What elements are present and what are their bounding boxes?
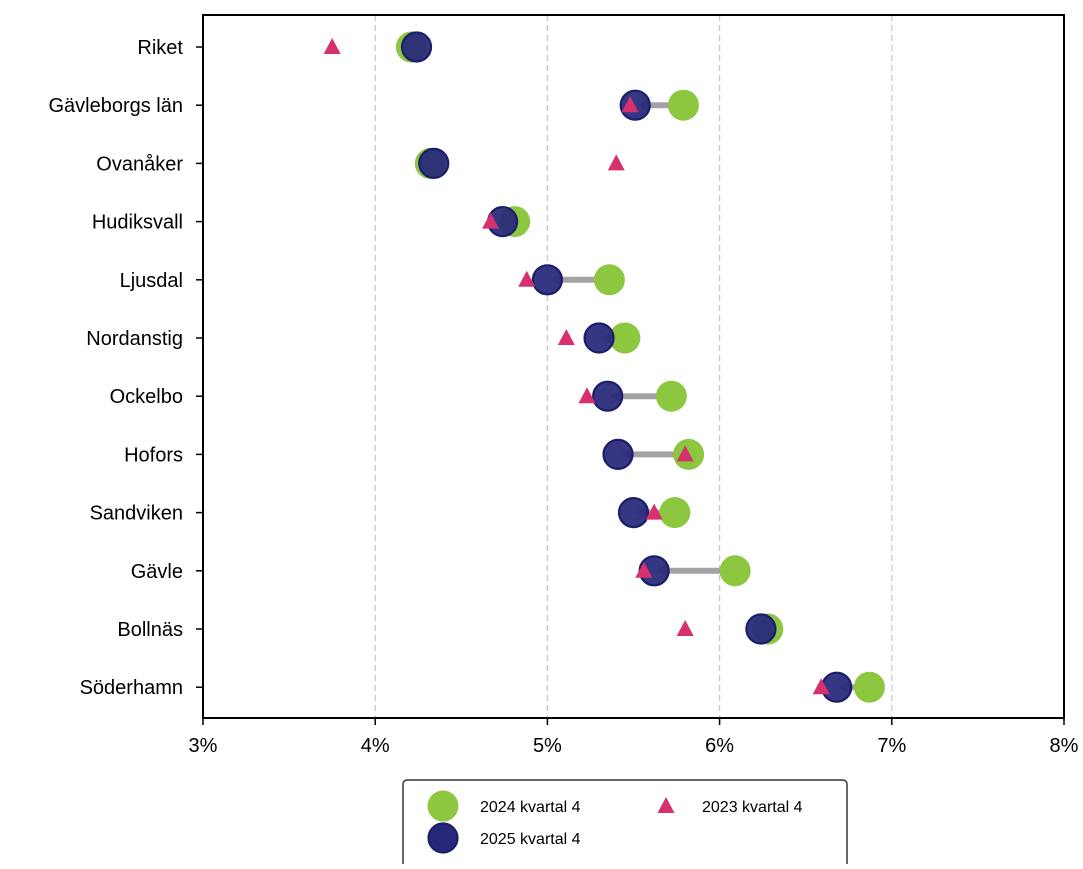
point-2024-kvartal-4 [719,555,751,587]
point-2025-kvartal-4 [745,613,777,645]
x-tick-label: 6% [705,735,734,757]
marker-layer [323,31,885,703]
legend-label-2025-kvartal-4: 2025 kvartal 4 [480,831,581,848]
arrow-layer [402,40,870,695]
x-tick-label: 3% [189,735,218,757]
point-2025-kvartal-4 [619,89,651,121]
point-2024-kvartal-4 [667,89,699,121]
point-2023-kvartal-4 [323,38,341,54]
y-tick-label: Ljusdal [120,270,183,292]
point-2023-kvartal-4 [635,561,653,578]
point-2023-kvartal-4 [482,212,500,229]
point-2024-kvartal-4 [655,380,687,412]
x-tick-label: 7% [877,735,906,757]
y-tick-label: Hudiksvall [92,212,183,234]
legend-marker-2025-kvartal-4 [427,822,459,854]
point-2023-kvartal-4 [676,620,694,636]
point-2023-kvartal-4 [676,445,694,462]
point-2025-kvartal-4 [418,147,450,179]
y-tick-label: Nordanstig [86,328,183,350]
point-2024-kvartal-4 [659,497,691,529]
point-2025-kvartal-4 [400,31,433,63]
y-tick-label: Ovanåker [96,153,183,175]
point-2024-kvartal-4 [609,322,641,354]
legend-label-2024-kvartal-4: 2024 kvartal 4 [480,799,581,816]
x-tick-label: 8% [1050,735,1079,757]
point-2025-kvartal-4 [531,264,564,296]
legend-marker-2024-kvartal-4 [427,790,459,822]
legend: 2024 kvartal 4 2025 kvartal 4 2023 kvartal… [402,779,848,869]
y-tick-label: Sandviken [90,503,183,525]
point-2025-kvartal-4 [592,380,624,412]
point-2023-kvartal-4 [518,270,536,287]
y-tick-label: Gävle [131,561,183,583]
y-tick-label: Gävleborgs län [48,95,183,117]
grid-layer [374,15,893,718]
axis-layer: Riket Gävleborgs län Ovanåker Hudiksvall Lju… [48,14,1079,757]
point-2023-kvartal-4 [607,154,625,171]
y-tick-label: Söderhamn [80,677,183,699]
y-tick-label: Bollnäs [117,619,183,641]
x-tick-label: 4% [361,735,390,757]
y-tick-label: Ockelbo [110,386,183,408]
plot-frame [202,14,1065,719]
legend-marker-2023-kvartal-4 [657,797,675,813]
point-2023-kvartal-4 [812,678,830,695]
x-tick-label: 5% [533,735,562,757]
y-tick-label: Hofors [124,444,183,466]
point-2025-kvartal-4 [602,438,634,470]
y-tick-label: Riket [137,37,183,59]
point-2023-kvartal-4 [578,387,596,404]
point-2025-kvartal-4 [617,496,650,529]
legend-label-2023-kvartal-4: 2023 kvartal 4 [702,799,803,816]
point-2023-kvartal-4 [645,503,663,520]
point-2024-kvartal-4 [593,264,625,296]
legend-frame [402,779,848,869]
point-2025-kvartal-4 [583,322,615,354]
point-2024-kvartal-4 [853,671,885,703]
point-2025-kvartal-4 [821,671,853,703]
point-2023-kvartal-4 [557,329,575,345]
point-2023-kvartal-4 [621,96,639,113]
